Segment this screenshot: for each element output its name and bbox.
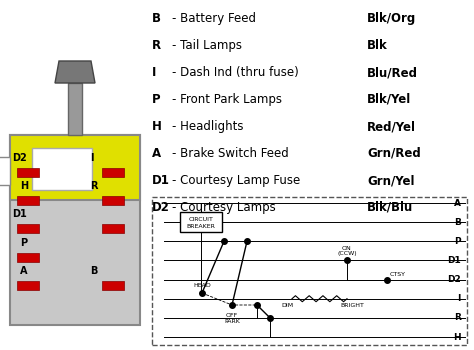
Bar [180,212,222,232]
Bar [17,224,39,233]
Text: A: A [454,198,461,208]
Text: B: B [454,218,461,227]
Bar [102,224,124,233]
Bar [68,83,82,135]
Text: - Dash Ind (thru fuse): - Dash Ind (thru fuse) [172,66,299,79]
Text: - Headlights: - Headlights [172,120,244,133]
Text: OFF
PARK: OFF PARK [224,313,240,324]
Text: D1: D1 [12,209,27,219]
Polygon shape [55,61,95,83]
Text: D2: D2 [447,275,461,284]
Text: Blk/Yel: Blk/Yel [367,93,411,106]
Bar [102,196,124,205]
Text: DIM: DIM [281,303,293,308]
Text: - Courtesy Lamps: - Courtesy Lamps [172,201,276,214]
Text: H: H [152,120,162,133]
Text: I: I [152,66,156,79]
Text: P: P [20,238,27,248]
Text: CTSY: CTSY [390,272,406,276]
Text: Blk: Blk [367,39,388,52]
Text: - Battery Feed: - Battery Feed [172,12,256,25]
Bar [32,148,92,190]
Text: Blk/Blu: Blk/Blu [367,201,413,214]
Text: B: B [90,266,97,276]
Text: R: R [90,181,98,191]
Bar [10,135,140,325]
Bar [17,168,39,177]
Bar [17,253,39,262]
Text: - Tail Lamps: - Tail Lamps [172,39,242,52]
Text: Blu/Red: Blu/Red [367,66,418,79]
Text: H: H [20,181,28,191]
Text: P: P [455,237,461,246]
Text: - Courtesy Lamp Fuse: - Courtesy Lamp Fuse [172,174,300,187]
Text: Red/Yel: Red/Yel [367,120,416,133]
Text: D1: D1 [447,256,461,265]
Bar [102,168,124,177]
Text: I: I [457,294,461,303]
Text: Grn/Red: Grn/Red [367,147,421,160]
Text: HEAD: HEAD [193,283,211,288]
Bar [152,197,467,345]
Text: Blk/Org: Blk/Org [367,12,416,25]
Text: - Front Park Lamps: - Front Park Lamps [172,93,282,106]
Text: - Brake Switch Feed: - Brake Switch Feed [172,147,289,160]
Text: Grn/Yel: Grn/Yel [367,174,414,187]
Text: A: A [20,266,27,276]
Text: P: P [152,93,161,106]
Text: B: B [152,12,161,25]
Text: ON
(CCW): ON (CCW) [337,246,357,257]
Text: R: R [152,39,161,52]
Text: D2: D2 [12,153,27,163]
Bar [102,281,124,290]
Text: A: A [152,147,161,160]
Bar [17,281,39,290]
Bar [0,157,10,185]
Bar [10,135,140,200]
Text: BREAKER: BREAKER [187,224,216,229]
Text: H: H [453,332,461,342]
Text: D2: D2 [152,201,170,214]
Text: D1: D1 [152,174,170,187]
Text: R: R [454,313,461,322]
Text: CIRCUIT: CIRCUIT [189,217,213,222]
Bar [17,196,39,205]
Text: I: I [90,153,93,163]
Text: BRIGHT: BRIGHT [340,303,364,308]
